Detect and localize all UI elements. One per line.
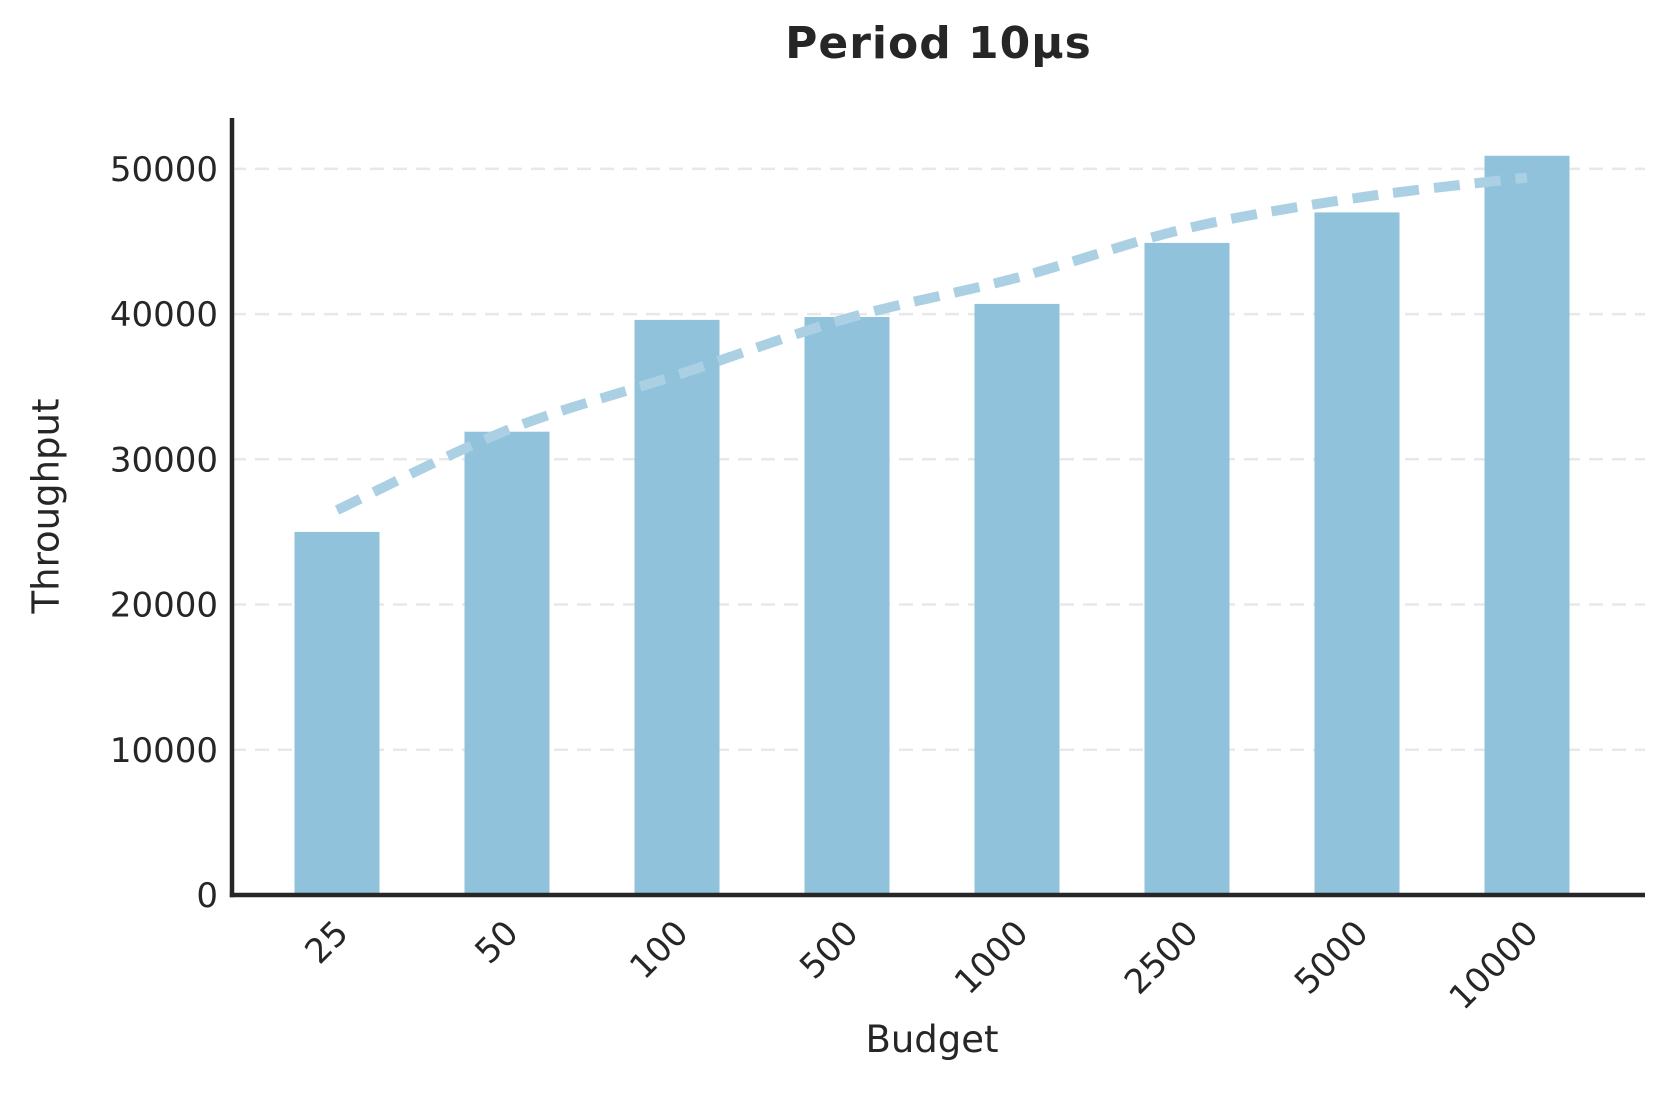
x-tick-label: 50	[467, 913, 526, 972]
x-tick-label: 25	[297, 913, 356, 972]
bar-50	[464, 431, 550, 895]
bar-1000	[974, 303, 1060, 896]
x-axis-label: Budget	[865, 1018, 999, 1061]
x-tick-label: 500	[792, 913, 866, 987]
x-tick-label: 1000	[947, 913, 1036, 1002]
trend-line	[334, 172, 1528, 515]
bar-100	[634, 319, 720, 895]
x-tick-label: 5000	[1287, 913, 1376, 1002]
chart-title: Period 10μs	[785, 18, 1092, 69]
x-tick-label: 100	[622, 913, 696, 987]
y-tick-label: 30000	[110, 440, 218, 480]
y-tick-label: 10000	[110, 731, 218, 771]
y-tick-label: 40000	[110, 295, 218, 335]
x-tick-label: 10000	[1442, 913, 1547, 1018]
bar-10000	[1484, 155, 1570, 895]
y-tick-label: 20000	[110, 586, 218, 626]
y-tick-label: 0	[196, 876, 218, 916]
bar-2500	[1144, 242, 1230, 895]
bar-25	[294, 531, 380, 895]
y-tick-label: 50000	[110, 150, 218, 190]
x-tick-label: 2500	[1117, 913, 1206, 1002]
bar-500	[804, 316, 890, 895]
bar-5000	[1314, 212, 1400, 896]
